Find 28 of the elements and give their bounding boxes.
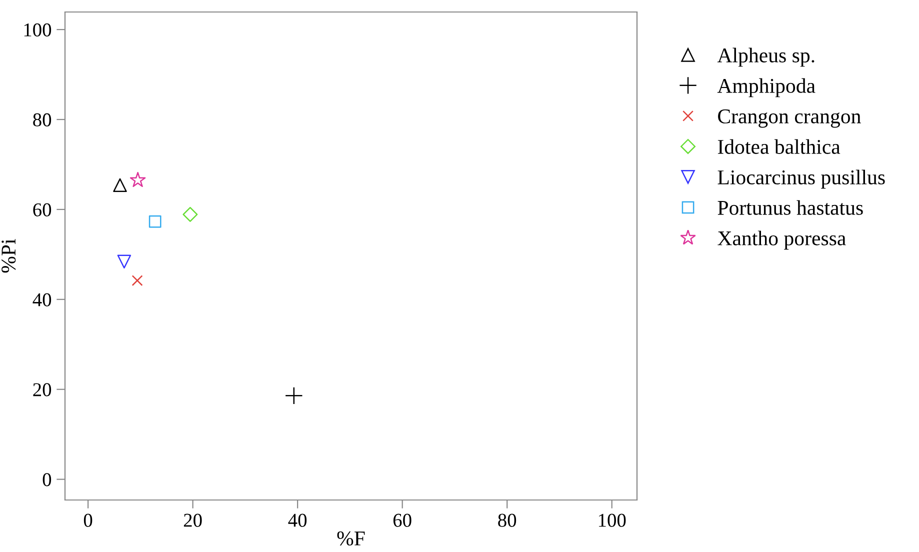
y-tick-label: 20 (33, 383, 52, 396)
x-tick-label: 80 (498, 514, 516, 527)
legend-label: Portunus hastatus (718, 200, 863, 215)
x-tick-label: 0 (84, 514, 92, 527)
y-tick-label: 0 (42, 473, 52, 486)
legend-label: Amphipoda (717, 78, 816, 98)
point (284, 386, 303, 405)
y-tick-label: 80 (33, 113, 52, 126)
x-tick-label: 20 (184, 514, 202, 527)
legend-label: Alpheus sp. (717, 48, 814, 67)
y-tick-label: 100 (24, 23, 52, 36)
point (113, 178, 127, 192)
y-axis-title: %Pi (2, 239, 16, 273)
point (132, 275, 143, 286)
y-tick-label: 40 (32, 293, 52, 306)
legend-label: Xantho poressa (718, 230, 846, 250)
point (130, 172, 146, 188)
legend-label: Idotea balthica (718, 139, 840, 154)
point (117, 254, 132, 268)
y-tick-label: 60 (33, 203, 52, 216)
x-axis-title: %F (337, 531, 365, 546)
point (148, 215, 162, 228)
x-tick-label: 60 (393, 514, 412, 527)
x-tick-label: 100 (598, 514, 626, 527)
legend-label: Crangon crangon (718, 109, 861, 128)
point (182, 206, 198, 222)
legend-label: Liocarcinus pusillus (718, 170, 885, 189)
x-tick-label: 40 (288, 514, 307, 527)
